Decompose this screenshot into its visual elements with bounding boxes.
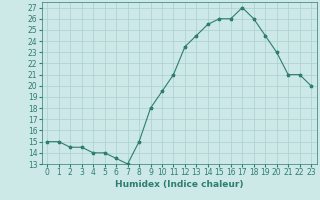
X-axis label: Humidex (Indice chaleur): Humidex (Indice chaleur)	[115, 180, 244, 189]
